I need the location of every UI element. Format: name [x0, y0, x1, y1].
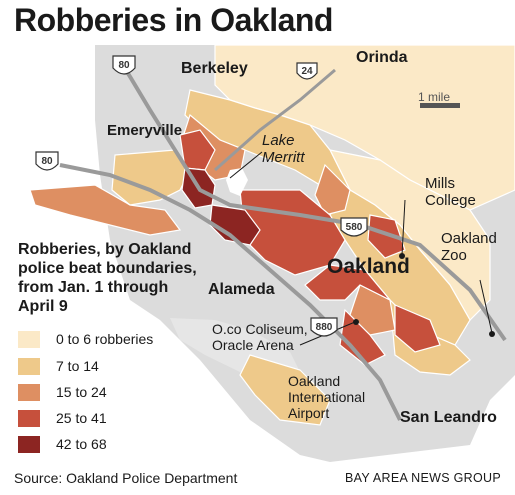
beat-east-oakland: [304, 264, 391, 301]
mills-college-leader: [401, 199, 406, 256]
oakland-zoo-marker: [489, 331, 495, 337]
oakland-zoo-leader: [479, 279, 493, 334]
legend-title: Robberies, by Oakland police beat bounda…: [18, 241, 197, 315]
freeway-580: [118, 58, 507, 342]
map-title: Robberies in Oakland: [14, 2, 333, 38]
legend-label: 7 to 14: [56, 358, 99, 374]
scale-bar: [420, 103, 460, 108]
beat-elmhurst: [394, 304, 441, 353]
shield-580-label: 580: [346, 222, 363, 233]
beat-mills: [367, 214, 406, 259]
label-orinda: Orinda: [356, 49, 408, 66]
beat-dimond: [314, 163, 351, 216]
label-oakland-zoo: Oakland Zoo: [441, 230, 497, 264]
shield-880-label: 880: [316, 322, 333, 333]
legend-label: 25 to 41: [56, 410, 107, 426]
freeway-880: [59, 163, 402, 421]
legend-label: 42 to 68: [56, 436, 107, 452]
lake-merritt: [226, 168, 248, 196]
shield-80-west: 80: [35, 151, 59, 171]
label-coliseum: O.co Coliseum, Oracle Arena: [212, 321, 308, 353]
legend-swatch: [18, 358, 40, 375]
beat-chinatown: [209, 204, 261, 246]
legend-label: 0 to 6 robberies: [56, 331, 154, 347]
lake-merritt-leader: [229, 151, 263, 179]
source-note: Source: Oakland Police Department: [14, 470, 238, 486]
label-emeryville: Emeryville: [107, 122, 183, 139]
coliseum-marker: [353, 319, 359, 325]
shield-24-label: 24: [301, 66, 313, 77]
label-mills-college: Mills College: [425, 175, 476, 209]
legend-swatch: [18, 331, 40, 348]
credit-line: BAY AREA NEWS GROUP: [345, 471, 501, 485]
legend-swatch: [18, 384, 40, 401]
shield-80-north: 80: [112, 55, 136, 75]
shield-580: 580: [340, 217, 368, 237]
label-oakland: Oakland: [327, 255, 410, 278]
label-airport: Oakland International Airport: [288, 373, 366, 421]
freeway-24: [214, 68, 336, 172]
shield-80-north-label: 80: [118, 60, 130, 71]
beat-west-oakland-port: [29, 184, 182, 236]
shield-24: 24: [296, 62, 318, 80]
label-lake-merritt: Lake Merritt: [262, 132, 305, 166]
shield-880: 880: [310, 317, 338, 337]
legend-swatch: [18, 436, 40, 453]
legend-label: 15 to 24: [56, 384, 107, 400]
mills-college-marker: [399, 253, 405, 259]
scale-label: 1 mile: [418, 90, 451, 104]
legend-swatch: [18, 410, 40, 427]
beat-airport: [239, 354, 331, 426]
label-san-leandro: San Leandro: [400, 409, 497, 426]
shield-80-west-label: 80: [41, 156, 53, 167]
label-alameda: Alameda: [208, 281, 275, 298]
label-berkeley: Berkeley: [181, 60, 248, 77]
